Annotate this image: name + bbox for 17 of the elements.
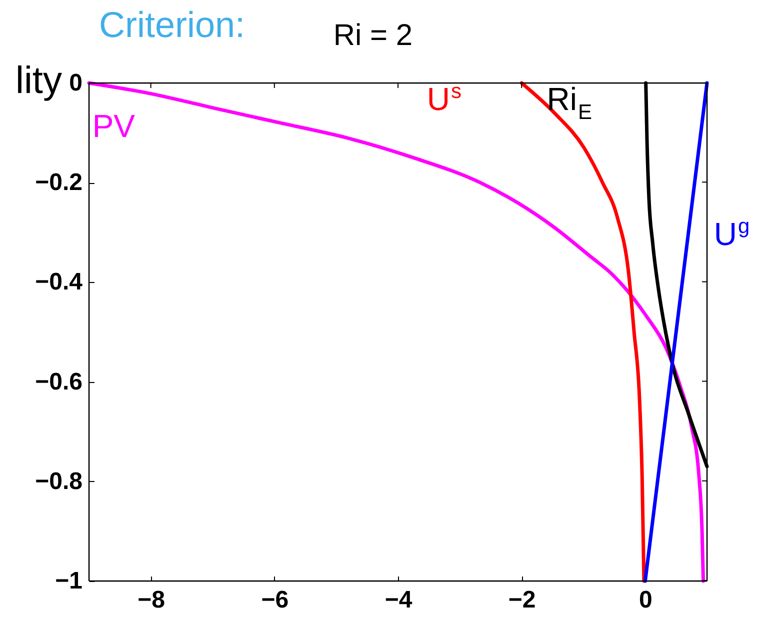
text: lity — [16, 60, 62, 102]
y-tick-label: 0 — [69, 70, 82, 96]
series-label: PV — [92, 108, 136, 144]
x-tick-label: −4 — [384, 586, 413, 614]
x-tick-label: −2 — [508, 586, 536, 614]
x-tick-label: −6 — [261, 586, 289, 614]
line-series — [87, 81, 706, 583]
y-tick-label: −0.6 — [35, 368, 82, 396]
y-tick-label: −1 — [55, 568, 82, 594]
line-series — [520, 81, 646, 583]
x-tick-label: −8 — [138, 586, 165, 614]
y-tick-label: −0.8 — [35, 468, 82, 495]
text: Criterion: — [99, 4, 246, 45]
y-tick-label: −0.4 — [35, 268, 84, 296]
x-tick-label: 0 — [639, 586, 652, 614]
y-tick-label: −0.2 — [35, 169, 82, 196]
chart-title: Ri = 2 — [333, 19, 413, 52]
